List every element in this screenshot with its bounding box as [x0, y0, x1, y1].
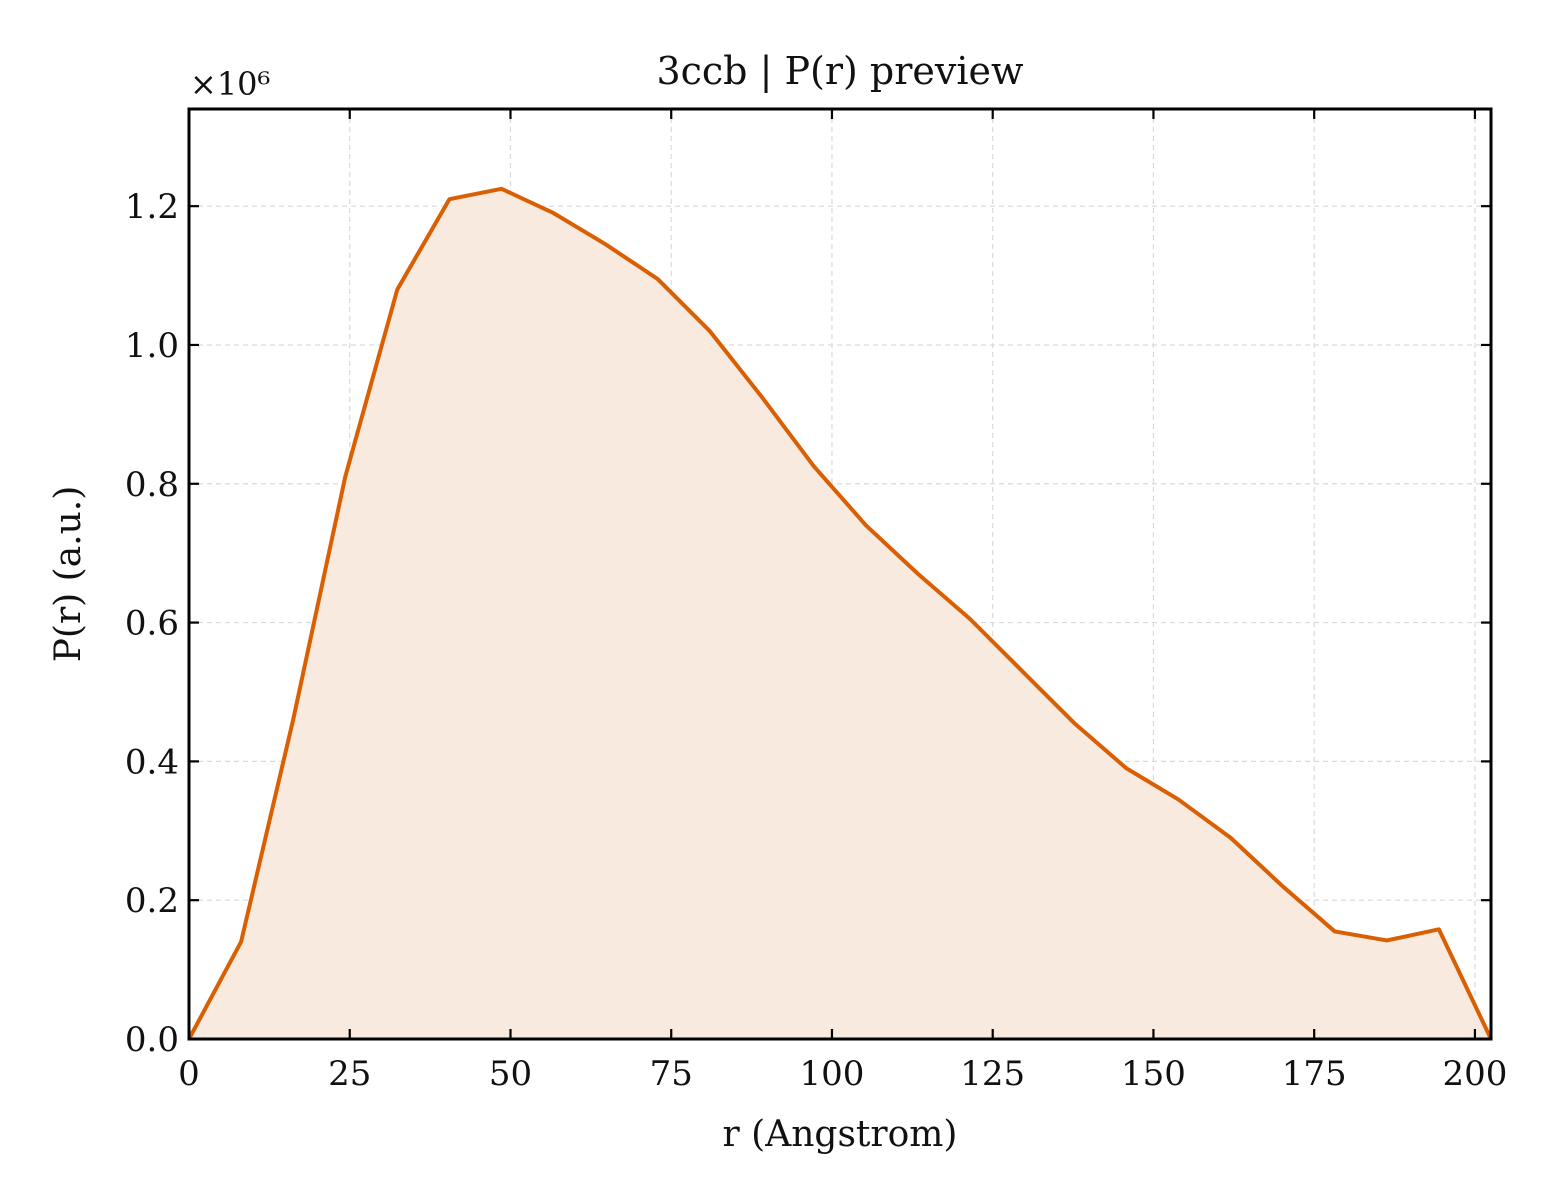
chart-title: 3ccb | P(r) preview: [656, 49, 1024, 93]
x-tick-label-7: 175: [1282, 1054, 1347, 1094]
y-axis-label: P(r) (a.u.): [48, 486, 89, 663]
y-tick-label-6: 1.2: [125, 187, 179, 227]
y-tick-label-2: 0.4: [125, 742, 179, 782]
x-tick-label-0: 0: [178, 1054, 200, 1094]
y-tick-label-4: 0.8: [125, 465, 179, 505]
x-tick-label-1: 25: [328, 1054, 371, 1094]
x-axis-label: r (Angstrom): [723, 1114, 958, 1155]
x-tick-label-6: 150: [1121, 1054, 1186, 1094]
x-axis-ticks: 0 25 50 75 100 125 150 175 200: [178, 109, 1507, 1094]
x-tick-label-2: 50: [489, 1054, 532, 1094]
y-multiplier-label: ×10⁶: [190, 65, 270, 103]
y-tick-label-5: 1.0: [125, 326, 179, 366]
pr-series-line: [187, 186, 1493, 1040]
y-axis-ticks: 0.0 0.2 0.4 0.6 0.8 1.0 1.2: [125, 187, 1491, 1060]
x-tick-label-4: 100: [800, 1054, 865, 1094]
pr-area-fill: [189, 188, 1491, 1039]
y-tick-label-0: 0.0: [125, 1020, 179, 1060]
x-tick-label-3: 75: [650, 1054, 693, 1094]
y-tick-label-3: 0.6: [125, 604, 179, 644]
x-tick-label-8: 200: [1442, 1054, 1507, 1094]
x-tick-label-5: 125: [960, 1054, 1025, 1094]
plot-frame: [187, 107, 1493, 1041]
y-tick-label-1: 0.2: [125, 881, 179, 921]
